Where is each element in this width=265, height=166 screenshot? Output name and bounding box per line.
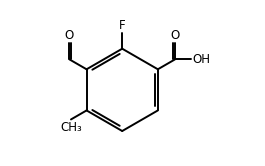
- Text: F: F: [119, 19, 126, 32]
- Text: OH: OH: [192, 53, 210, 66]
- Text: CH₃: CH₃: [60, 121, 82, 134]
- Text: O: O: [170, 29, 180, 42]
- Text: O: O: [65, 29, 74, 42]
